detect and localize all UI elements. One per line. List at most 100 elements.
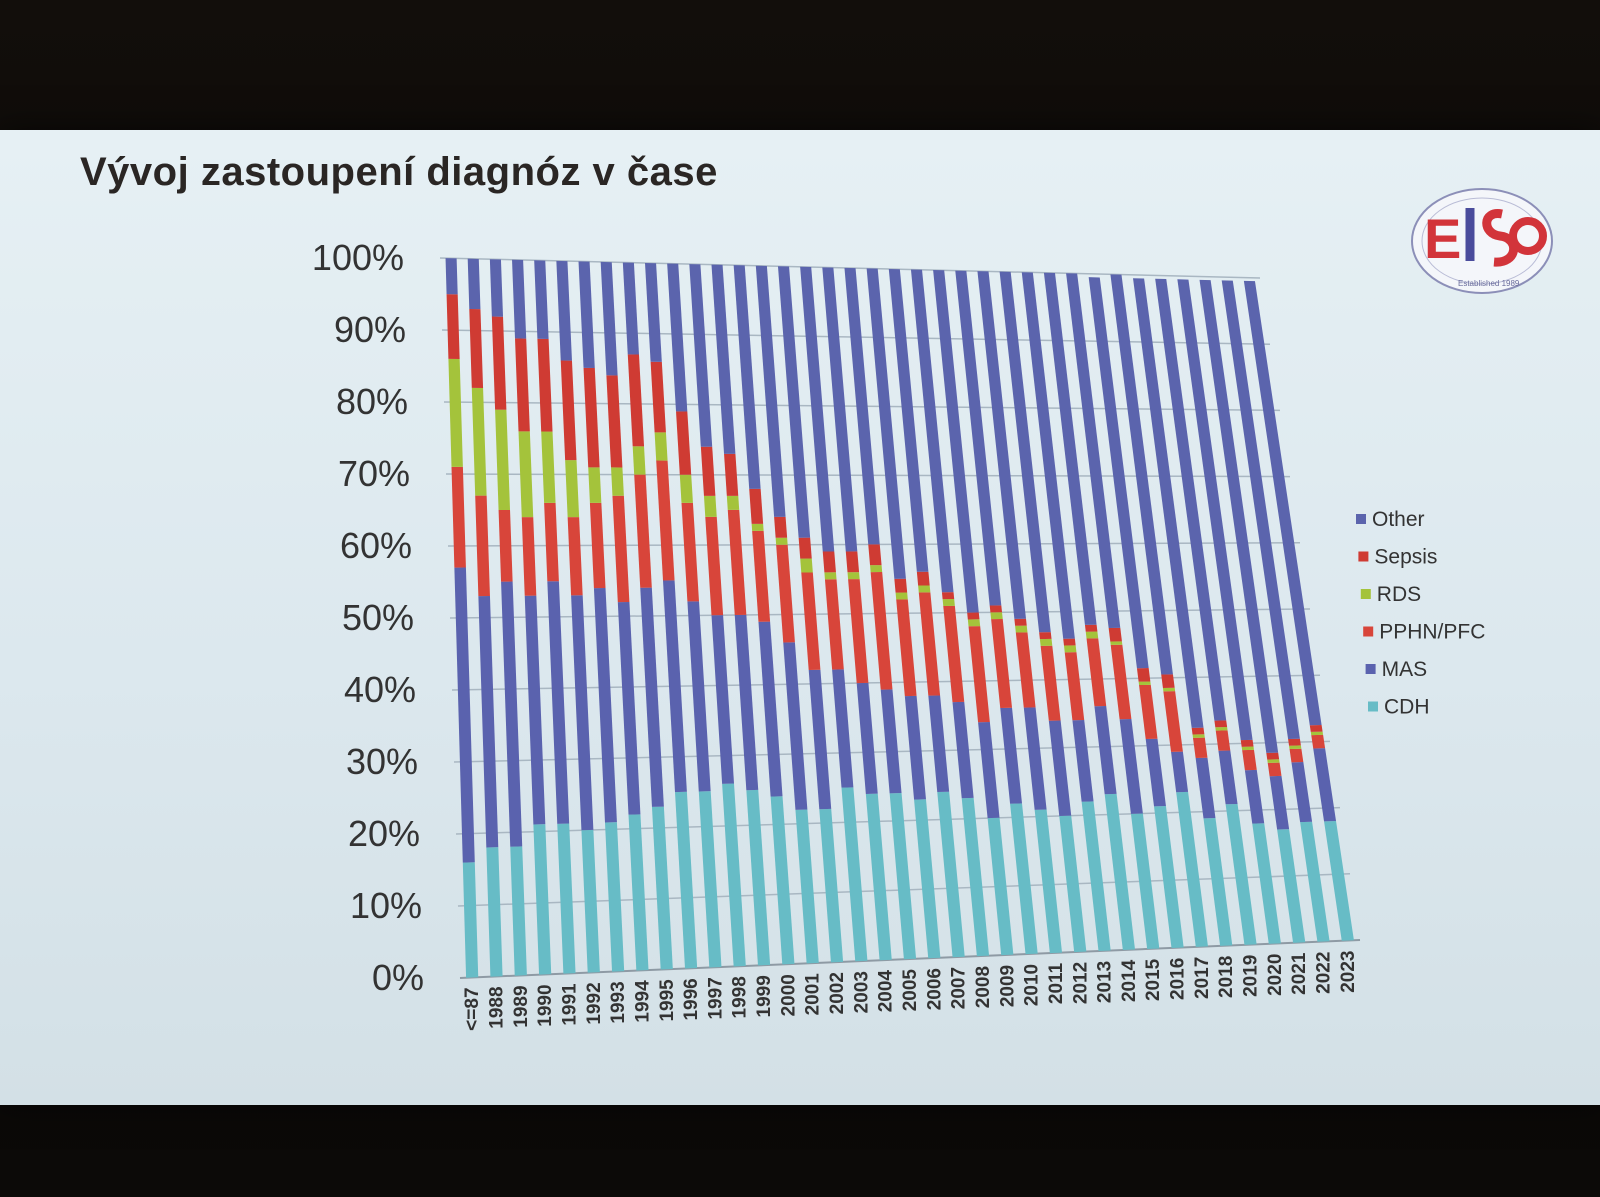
legend-label: MAS xyxy=(1382,658,1428,681)
bar-segment-mas xyxy=(1171,751,1189,793)
logo-established: Established 1989 xyxy=(1458,279,1520,288)
bar-segment-sepsis xyxy=(1288,738,1301,746)
bar-segment-pphn-pfc xyxy=(1163,691,1183,752)
bar-segment-cdh xyxy=(889,792,917,960)
bar-segment-sepsis xyxy=(650,361,666,433)
x-tick-label: 2020 xyxy=(1265,954,1286,996)
bar-segment-sepsis xyxy=(1240,739,1254,747)
y-tick-label: 100% xyxy=(312,237,404,278)
svg-text:E: E xyxy=(1424,207,1461,270)
bar-segment-pphn-pfc xyxy=(1311,734,1326,749)
bar-segment-pphn-pfc xyxy=(1064,652,1085,721)
y-tick-label: 10% xyxy=(350,885,422,926)
bar-segment-rds xyxy=(895,592,908,600)
x-tick-label: 1994 xyxy=(632,980,653,1023)
x-tick-label: 2008 xyxy=(973,966,994,1008)
y-tick-label: 30% xyxy=(346,741,418,782)
x-tick-label: 2019 xyxy=(1241,955,1262,997)
bar-segment-sepsis xyxy=(491,316,507,410)
x-tick-label: 1995 xyxy=(657,979,678,1022)
x-tick-label: <=87 xyxy=(462,987,483,1030)
bar-segment-sepsis xyxy=(798,537,812,559)
bar-segment-sepsis xyxy=(1161,674,1175,688)
bar-segment-sepsis xyxy=(627,354,645,447)
bar-segment-rds xyxy=(1063,645,1077,653)
bar-segment-mas xyxy=(1313,748,1337,822)
bar-segment-mas xyxy=(928,695,950,793)
x-tick-label: 2013 xyxy=(1095,961,1116,1003)
x-tick-label: 2006 xyxy=(924,968,945,1010)
bar-segment-cdh xyxy=(510,846,527,976)
bar-segment-cdh xyxy=(841,787,868,962)
bar-segment-cdh xyxy=(1104,793,1135,951)
bar-segment-pphn-pfc xyxy=(1086,638,1107,707)
bar-segment-cdh xyxy=(581,829,600,973)
bar-segment-rds xyxy=(495,409,511,510)
bar-segment-rds xyxy=(1310,731,1324,736)
bar-segment-rds xyxy=(847,572,860,580)
bar-segment-cdh xyxy=(1225,803,1257,945)
bar-segment-other xyxy=(910,269,954,593)
bar-segment-pphn-pfc xyxy=(1192,737,1208,759)
bar-segment-pphn-pfc xyxy=(776,544,795,643)
legend-swatch-sepsis xyxy=(1358,551,1369,562)
bar-segment-other xyxy=(755,265,786,517)
bar-segment-mas xyxy=(1218,750,1238,805)
bar-segment-pphn-pfc xyxy=(1267,762,1282,777)
bar-segment-cdh xyxy=(1059,815,1087,953)
bar-segment-cdh xyxy=(1010,803,1038,955)
legend-swatch-rds xyxy=(1360,589,1371,599)
bar-segment-other xyxy=(1066,273,1121,629)
bar-segment-other xyxy=(955,270,1002,606)
bar-segment-rds xyxy=(565,460,580,518)
bar-segment-mas xyxy=(1244,769,1265,824)
bar-segment-mas xyxy=(734,614,759,791)
bar-segment-other xyxy=(777,266,811,538)
x-axis-ticks: <=87 1988 1989 1990 1991 1992 1993 1994 1995 1996… xyxy=(462,951,1359,1031)
bar-segment-other xyxy=(622,262,639,355)
bar-segment-mas xyxy=(454,567,475,863)
bar-segment-mas xyxy=(856,682,878,794)
bar-segment-sepsis xyxy=(774,516,788,538)
bar-segment-cdh xyxy=(865,793,892,961)
bar-segment-mas xyxy=(1269,775,1290,830)
bar-segment-rds xyxy=(471,387,487,496)
bar-segment-pphn-pfc xyxy=(681,502,699,602)
bar-segment-mas xyxy=(783,642,808,810)
bar-segment-sepsis xyxy=(1214,720,1228,728)
bar-segment-pphn-pfc xyxy=(1289,748,1304,763)
legend-label: RDS xyxy=(1377,583,1421,606)
bar-segment-mas xyxy=(640,587,664,807)
bar-segment-cdh xyxy=(462,862,479,978)
bar-segment-rds xyxy=(942,598,955,606)
bar-segment-pphn-pfc xyxy=(870,572,893,690)
y-tick-label: 0% xyxy=(372,957,424,998)
bar-segment-other xyxy=(1088,277,1149,669)
bar-segment-cdh xyxy=(675,791,698,969)
x-tick-label: 2002 xyxy=(827,972,848,1014)
bar-segment-sepsis xyxy=(1063,638,1076,646)
bar-segment-pphn-pfc xyxy=(451,466,466,568)
bar-segment-mas xyxy=(687,601,711,792)
bar-segment-rds xyxy=(1289,745,1302,750)
bar-segment-cdh xyxy=(486,847,503,977)
bar-segment-other xyxy=(1155,278,1227,721)
bar-segment-mas xyxy=(1119,718,1143,814)
bar-segment-sepsis xyxy=(916,571,930,586)
bar-segment-mas xyxy=(1072,719,1094,802)
chart-bars xyxy=(445,258,1354,978)
bar-segment-pphn-pfc xyxy=(612,495,630,603)
x-tick-label: 2011 xyxy=(1046,962,1067,1004)
bar-segment-mas xyxy=(501,581,523,847)
bar-segment-mas xyxy=(547,581,570,824)
bar-segment-mas xyxy=(663,580,687,793)
bar-segment-rds xyxy=(611,467,624,496)
bar-segment-cdh xyxy=(698,791,722,968)
x-tick-label: 2022 xyxy=(1314,952,1335,994)
bar-segment-rds xyxy=(1215,727,1228,731)
bar-segment-mas xyxy=(832,669,854,788)
x-tick-label: 2017 xyxy=(1192,957,1213,999)
bar-segment-sepsis xyxy=(606,375,623,468)
bar-segment-cdh xyxy=(1154,806,1184,948)
bar-segment-rds xyxy=(967,619,981,627)
